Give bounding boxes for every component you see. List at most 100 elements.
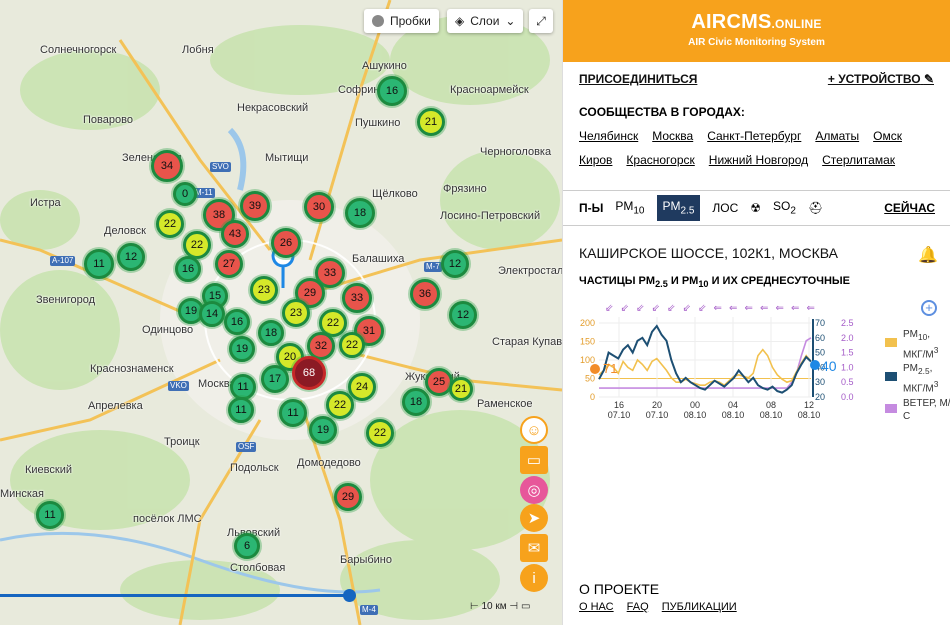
city-link[interactable]: Москва — [652, 129, 694, 143]
mail-button[interactable]: ✉ — [520, 534, 548, 562]
sensor-cluster[interactable]: 39 — [240, 191, 270, 221]
sensor-cluster[interactable]: 21 — [449, 377, 473, 401]
sensor-cluster[interactable]: 22 — [319, 309, 347, 337]
about-us-link[interactable]: О НАС — [579, 601, 614, 613]
sensor-cluster[interactable]: 12 — [441, 250, 469, 278]
road-shield: SVO — [210, 162, 231, 172]
road-shield: M-11 — [193, 188, 215, 198]
sensor-cluster[interactable]: 32 — [307, 332, 335, 360]
y-tick-mid: 50 — [815, 348, 825, 358]
user-button[interactable]: ☺ — [520, 416, 548, 444]
sensor-cluster[interactable]: 6 — [234, 533, 260, 559]
sensor-cluster[interactable]: 34 — [151, 150, 183, 182]
sensor-cluster[interactable]: 11 — [36, 501, 64, 529]
city-link[interactable]: Омск — [873, 129, 902, 143]
sensor-cluster[interactable]: 11 — [279, 399, 307, 427]
sensor-cluster[interactable]: 11 — [230, 374, 256, 400]
city-link[interactable]: Киров — [579, 153, 613, 167]
sensor-cluster[interactable]: 11 — [84, 249, 114, 279]
sensor-cluster[interactable]: 18 — [402, 388, 430, 416]
sensor-cluster[interactable]: 16 — [377, 76, 407, 106]
now-button[interactable]: СЕЙЧАС — [884, 201, 935, 215]
tab-pm25[interactable]: PM2.5 — [656, 195, 701, 221]
pollutant-tabs: П-Ы PM10 PM2.5 ЛОС ☢ SO2 ⛑ СЕЙЧАС — [563, 190, 950, 226]
book-icon: ▭ — [526, 452, 542, 469]
city-link[interactable]: Красногорск — [626, 153, 695, 167]
place-label: Черноголовка — [480, 146, 552, 158]
wind-arrow: ⇐ — [791, 303, 799, 314]
add-device-link[interactable]: + УСТРОЙСТВО ✎ — [827, 72, 934, 86]
time-slider-track[interactable] — [0, 594, 352, 597]
zoom-in-icon[interactable]: + — [921, 300, 937, 316]
sensor-cluster[interactable]: 22 — [156, 210, 184, 238]
sensor-cluster[interactable]: 43 — [221, 220, 249, 248]
fullscreen-button[interactable]: ⤢ — [529, 9, 553, 33]
faq-link[interactable]: FAQ — [626, 601, 649, 613]
bell-icon[interactable]: 🔔 — [918, 247, 938, 264]
traffic-button[interactable]: Пробки — [364, 9, 439, 33]
place-label: Деловск — [104, 225, 146, 237]
info-button[interactable]: i — [520, 564, 548, 592]
city-link[interactable]: Алматы — [815, 129, 860, 143]
tab-so2[interactable]: SO2 — [773, 199, 796, 217]
air-quality-map[interactable]: Солнечногорск Лобня Ашукино Софрино Красноар… — [0, 0, 562, 625]
tab-radiation[interactable]: ☢ — [750, 201, 761, 215]
sensor-cluster[interactable]: 22 — [366, 419, 394, 447]
place-label: Поварово — [83, 114, 133, 126]
sensor-cluster[interactable]: 33 — [342, 283, 372, 313]
sensor-cluster[interactable]: 26 — [271, 228, 301, 258]
sensor-cluster[interactable]: 29 — [334, 483, 362, 511]
sensor-cluster[interactable]: 19 — [229, 336, 255, 362]
place-label: Минская — [0, 488, 45, 500]
sensor-cluster[interactable]: 0 — [173, 182, 197, 206]
sensor-cluster[interactable]: 22 — [183, 231, 211, 259]
sensor-cluster[interactable]: 21 — [417, 108, 445, 136]
sensor-cluster[interactable]: 24 — [348, 373, 376, 401]
sensor-cluster[interactable]: 25 — [425, 368, 453, 396]
donate-button[interactable]: ◎ — [520, 476, 548, 504]
city-link[interactable]: Стерлитамак — [822, 153, 896, 167]
sensor-cluster[interactable]: 12 — [449, 301, 477, 329]
layers-button[interactable]: ◈ Слои ⌄ — [447, 9, 524, 33]
sensor-cluster[interactable]: 33 — [315, 258, 345, 288]
sensor-cluster[interactable]: 30 — [304, 192, 334, 222]
sensor-cluster[interactable]: 23 — [250, 276, 278, 304]
city-link[interactable]: Санкт-Петербург — [707, 129, 802, 143]
current-marker-left — [590, 364, 600, 374]
sensor-cluster[interactable]: 68 — [292, 356, 326, 390]
city-link[interactable]: Челябинск — [579, 129, 639, 143]
sensor-cluster[interactable]: 14 — [199, 301, 225, 327]
guide-button[interactable]: ▭ — [520, 446, 548, 474]
legend-pm25: PM2.5, МКГ/М3 — [903, 363, 939, 395]
sensor-cluster[interactable]: 23 — [282, 299, 310, 327]
sensor-cluster[interactable]: 12 — [117, 243, 145, 271]
sensor-cluster[interactable]: 22 — [339, 332, 365, 358]
tab-particles[interactable]: П-Ы — [579, 201, 604, 215]
tab-voc[interactable]: ЛОС — [712, 201, 739, 215]
sensor-cluster[interactable]: 19 — [309, 416, 337, 444]
place-label: посёлок ЛМС — [133, 513, 202, 525]
y-tick-left: 200 — [580, 318, 595, 328]
tab-helmet[interactable]: ⛑ — [808, 201, 823, 215]
sensor-cluster[interactable]: 16 — [224, 309, 250, 335]
edit-icon: ✎ — [923, 72, 934, 86]
sensor-cluster[interactable]: 36 — [410, 279, 440, 309]
publications-link[interactable]: ПУБЛИКАЦИИ — [661, 601, 737, 613]
city-link[interactable]: Нижний Новгород — [708, 153, 809, 167]
sensor-cluster[interactable]: 16 — [175, 256, 201, 282]
radiation-icon: ☢ — [750, 201, 762, 215]
sensor-cluster[interactable]: 18 — [345, 198, 375, 228]
sensor-cluster[interactable]: 18 — [258, 320, 284, 346]
ruler-icon[interactable]: ▭ — [520, 601, 531, 612]
time-slider-handle[interactable] — [343, 589, 356, 602]
telegram-button[interactable]: ➤ — [520, 504, 548, 532]
y-tick-right: 0.0 — [841, 392, 854, 402]
wind-arrow: ⇙ — [698, 303, 706, 314]
sensor-cluster[interactable]: 22 — [326, 391, 354, 419]
sensor-cluster[interactable]: 27 — [215, 250, 243, 278]
sensor-cluster[interactable]: 17 — [261, 365, 289, 393]
join-link[interactable]: ПРИСОЕДИНИТЬСЯ — [579, 72, 698, 86]
sensor-cluster[interactable]: 11 — [228, 397, 254, 423]
station-title: КАШИРСКОЕ ШОССЕ, 102К1, МОСКВА — [579, 245, 838, 261]
tab-pm10[interactable]: PM10 — [615, 199, 645, 217]
